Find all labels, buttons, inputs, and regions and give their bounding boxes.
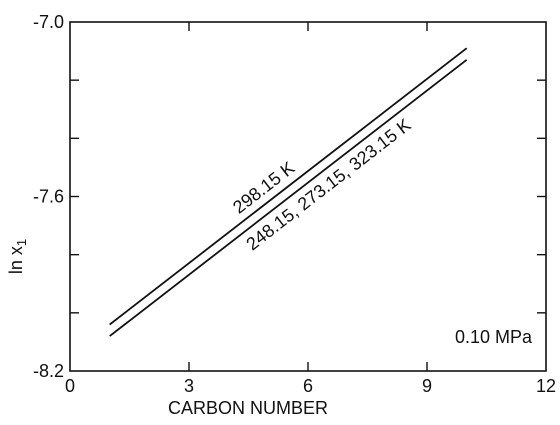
y-tick-label: -7.0 [33, 12, 64, 32]
y-tick-label: -8.2 [33, 361, 64, 381]
ticks [70, 22, 546, 371]
tick-labels: 0 3 6 9 12 -8.2 -7.6 -7.0 [33, 12, 556, 396]
y-axis-label: ln x1 [6, 239, 29, 274]
x-tick-label: 6 [303, 376, 313, 396]
y-axis-label-subscript: 1 [14, 239, 29, 246]
y-tick-label: -7.6 [33, 187, 64, 207]
x-tick-label: 12 [536, 376, 556, 396]
series-line-2 [109, 59, 468, 337]
pressure-annotation: 0.10 MPa [455, 327, 533, 347]
x-tick-label: 3 [184, 376, 194, 396]
series-lines [109, 47, 468, 337]
x-tick-label: 0 [65, 376, 75, 396]
x-axis-label: CARBON NUMBER [168, 398, 328, 418]
y-axis-label-main: ln x [6, 246, 26, 274]
series-line-1 [109, 47, 468, 326]
x-tick-label: 9 [422, 376, 432, 396]
